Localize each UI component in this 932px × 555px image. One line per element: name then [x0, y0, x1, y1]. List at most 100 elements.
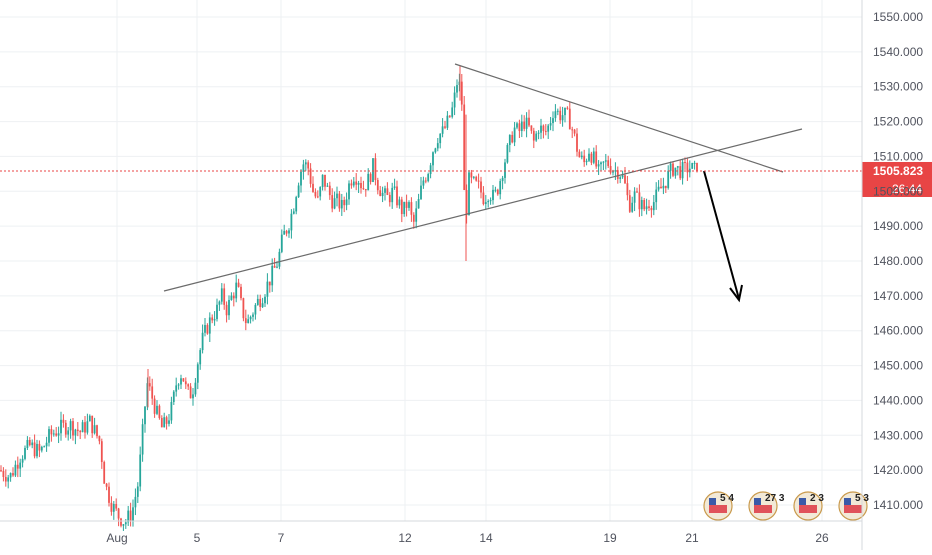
candle-body: [144, 406, 146, 425]
candle-body: [544, 130, 547, 132]
candle-body: [338, 193, 341, 209]
candle-body: [175, 385, 178, 392]
candle-body: [324, 174, 326, 187]
candle-body: [21, 458, 24, 463]
candle-body: [528, 117, 530, 126]
candle-body: [484, 202, 487, 205]
candle-body: [388, 194, 391, 203]
candle-body: [367, 173, 370, 191]
candle-body: [477, 180, 480, 182]
candle-body: [434, 148, 437, 153]
candle-body: [393, 186, 396, 188]
candle-body: [362, 188, 365, 190]
candle-body: [216, 304, 218, 320]
candle-body: [98, 436, 101, 442]
candle-body: [573, 129, 576, 134]
event-label: 27 3: [765, 493, 785, 504]
candle-body: [120, 518, 122, 526]
candle-body: [451, 107, 454, 117]
candle-body: [309, 168, 312, 184]
candle-body: [280, 234, 283, 252]
y-tick-label: 1420.000: [873, 463, 923, 477]
current-price-label: 1505.823: [873, 164, 923, 178]
y-tick-label: 1470.000: [873, 289, 923, 303]
event-flag-canton: [844, 498, 851, 505]
candle-body: [127, 510, 130, 523]
candle-body: [537, 132, 540, 134]
candle-body: [566, 107, 569, 109]
candle-body: [326, 185, 329, 187]
candle-body: [542, 125, 545, 131]
y-tick-label: 1490.000: [873, 219, 923, 233]
candle-body: [626, 183, 629, 196]
candle-body: [667, 170, 670, 188]
candle-body: [187, 384, 190, 387]
candle-body: [350, 183, 353, 186]
candle-body: [213, 319, 216, 321]
candle-body: [218, 301, 221, 305]
candle-body: [424, 180, 427, 182]
x-tick-label: 5: [194, 531, 201, 545]
candle-body: [619, 177, 622, 179]
candle-body: [511, 134, 514, 143]
candle-body: [100, 441, 103, 463]
candle-body: [223, 288, 226, 305]
candle-body: [554, 111, 557, 119]
candle-body: [369, 173, 372, 182]
candle-body: [278, 251, 281, 267]
candle-body: [655, 189, 658, 203]
candle-body: [355, 181, 358, 185]
candle-body: [672, 163, 674, 176]
candle-body: [530, 125, 533, 131]
candle-body: [504, 162, 506, 178]
candle-body: [208, 317, 211, 334]
candle-body: [590, 153, 593, 163]
candle-body: [576, 133, 578, 152]
candle-body: [360, 182, 362, 189]
candle-body: [12, 473, 14, 476]
y-tick-label: 1460.000: [873, 324, 923, 338]
candle-body: [88, 415, 91, 422]
candle-body: [592, 151, 595, 163]
candle-body: [115, 503, 118, 509]
candle-body: [153, 398, 156, 414]
candle-body: [331, 195, 334, 209]
candle-body: [691, 163, 694, 169]
candle-body: [585, 160, 588, 163]
candle-body: [81, 422, 84, 433]
candle-body: [396, 186, 398, 206]
candle-body: [441, 126, 444, 134]
candle-body: [578, 151, 581, 158]
candle-body: [151, 386, 154, 399]
candle-body: [62, 419, 65, 423]
candle-body: [494, 189, 497, 191]
y-tick-label: 1510.000: [873, 149, 923, 163]
candle-body: [38, 443, 41, 451]
candle-body: [129, 510, 132, 521]
candle-body: [674, 167, 677, 176]
candle-body: [112, 503, 115, 512]
candle-body: [676, 166, 679, 168]
candle-body: [252, 314, 254, 317]
candle-body: [580, 155, 583, 158]
candle-body: [24, 447, 26, 459]
y-tick-label: 1450.000: [873, 359, 923, 373]
candle-body: [28, 439, 31, 446]
candle-body: [271, 265, 274, 286]
candle-body: [290, 213, 293, 231]
candle-body: [679, 166, 682, 179]
candle-body: [516, 123, 518, 128]
candle-body: [662, 185, 665, 189]
candle-body: [19, 462, 22, 469]
candle-body: [400, 199, 403, 215]
candle-body: [482, 192, 485, 205]
candle-body: [48, 429, 50, 443]
candle-body: [139, 454, 142, 487]
candle-body: [448, 115, 451, 117]
candle-body: [348, 183, 350, 200]
candle-body: [333, 198, 336, 209]
candle-body: [50, 429, 53, 435]
candle-body: [475, 176, 478, 181]
candle-body: [453, 92, 456, 108]
candle-body: [612, 171, 614, 173]
